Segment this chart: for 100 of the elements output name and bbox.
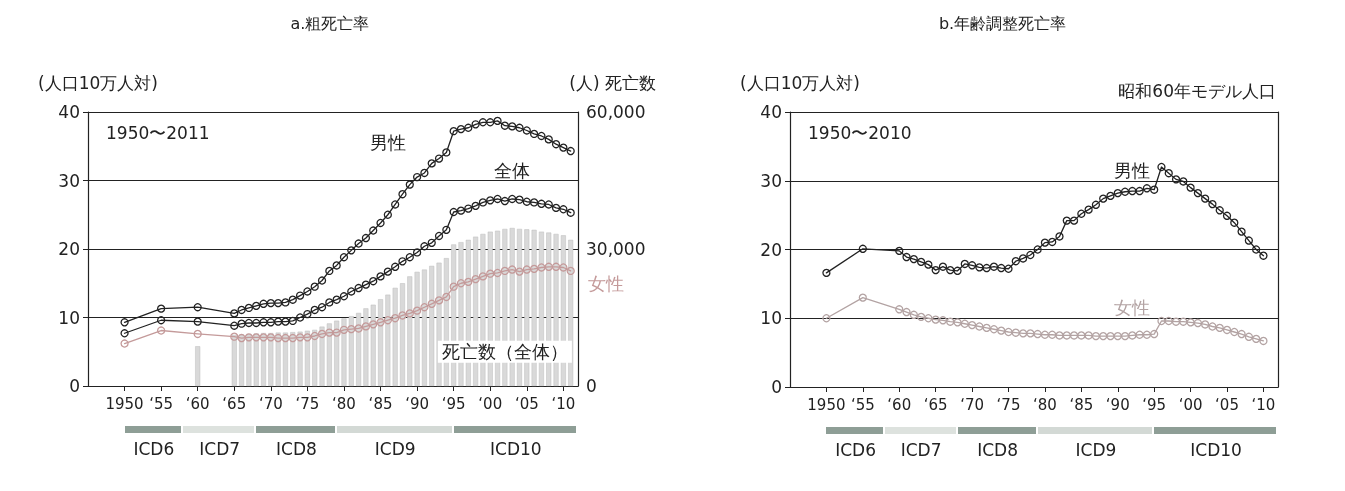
point: [193, 303, 202, 312]
point: [551, 140, 561, 149]
point: [464, 204, 473, 213]
point: [1106, 191, 1115, 201]
y-tick-label: 10: [760, 308, 782, 329]
text: ICD8: [977, 439, 1018, 460]
point: [1055, 331, 1064, 340]
point: [916, 257, 926, 267]
point: [895, 246, 904, 256]
y2-tick-label: 0: [586, 376, 597, 396]
x-tick-label: ‘65: [923, 395, 948, 414]
point: [1048, 237, 1057, 247]
point: [317, 276, 327, 285]
point: [566, 146, 575, 156]
point: [412, 172, 422, 182]
point: [559, 263, 568, 272]
point: [551, 262, 561, 271]
text: ICD9: [1075, 439, 1117, 460]
point: [237, 319, 246, 328]
point: [412, 306, 422, 315]
point: [1171, 317, 1181, 326]
point: [288, 295, 297, 304]
point: [559, 205, 568, 214]
point: [427, 159, 436, 168]
point: [434, 296, 444, 305]
point: [193, 329, 202, 339]
point: [354, 239, 363, 248]
point: [822, 268, 831, 278]
point: [120, 329, 129, 338]
point: [1237, 329, 1246, 339]
bar: [239, 334, 245, 386]
point: [1018, 254, 1028, 263]
point: [478, 198, 488, 207]
point: [1244, 236, 1254, 245]
point: [449, 127, 458, 136]
y-tick-label: 30: [760, 170, 782, 191]
point: [259, 299, 268, 308]
point: [244, 318, 254, 328]
point: [266, 333, 275, 342]
point: [515, 123, 524, 132]
point: [383, 210, 392, 219]
point: [1069, 216, 1079, 225]
bar: [231, 334, 237, 386]
x-tick-label: ‘05: [1215, 395, 1239, 414]
point: [332, 295, 341, 304]
y-tick-label: 20: [760, 239, 782, 260]
point: [1113, 331, 1122, 341]
y-tick-label: 10: [58, 307, 80, 328]
point: [500, 266, 510, 276]
point: [1120, 187, 1130, 196]
point: [442, 225, 451, 234]
point: [405, 309, 414, 318]
point: [1186, 183, 1195, 192]
point: [347, 287, 356, 296]
point: [529, 198, 539, 207]
point: [259, 318, 268, 327]
series-label: 男性: [1114, 159, 1151, 181]
point: [1230, 327, 1239, 337]
point: [456, 206, 466, 215]
point: [361, 280, 371, 289]
x-tick-label: ‘55: [149, 394, 174, 413]
point: [391, 262, 400, 271]
point: [967, 320, 977, 330]
x-tick-label: ‘55: [850, 395, 875, 414]
point: [427, 299, 436, 308]
text: ICD6: [133, 438, 175, 459]
point: [1077, 209, 1086, 218]
point: [1033, 245, 1042, 254]
point: [1142, 330, 1152, 339]
point: [960, 319, 969, 328]
point: [1135, 186, 1144, 196]
point: [274, 317, 283, 326]
bar: [378, 299, 384, 386]
y-axis-title: (人口10万人対): [740, 72, 860, 93]
point: [1120, 331, 1130, 341]
point: [1099, 331, 1108, 341]
point: [303, 333, 312, 342]
point: [478, 272, 488, 281]
point: [1062, 331, 1071, 340]
point: [464, 123, 473, 132]
point: [909, 254, 918, 264]
point: [1237, 227, 1246, 236]
x-tick-label: ‘60: [887, 395, 912, 414]
point: [156, 316, 166, 325]
point: [500, 121, 510, 130]
point: [909, 310, 918, 319]
series-label: 死亡数（全体）: [441, 341, 568, 363]
x-tick-label: ‘80: [332, 394, 356, 413]
x-tick-label: ‘85: [1069, 395, 1094, 414]
point: [1048, 330, 1057, 339]
point: [1171, 175, 1181, 184]
point: [1259, 251, 1268, 260]
y-axis-title: (人口10万人対): [38, 72, 158, 93]
point: [946, 265, 955, 275]
point: [1004, 327, 1013, 337]
point: [544, 135, 553, 144]
point: [332, 261, 341, 270]
x-tick-label: ‘80: [1033, 395, 1057, 414]
point: [975, 322, 984, 331]
point: [317, 329, 327, 339]
